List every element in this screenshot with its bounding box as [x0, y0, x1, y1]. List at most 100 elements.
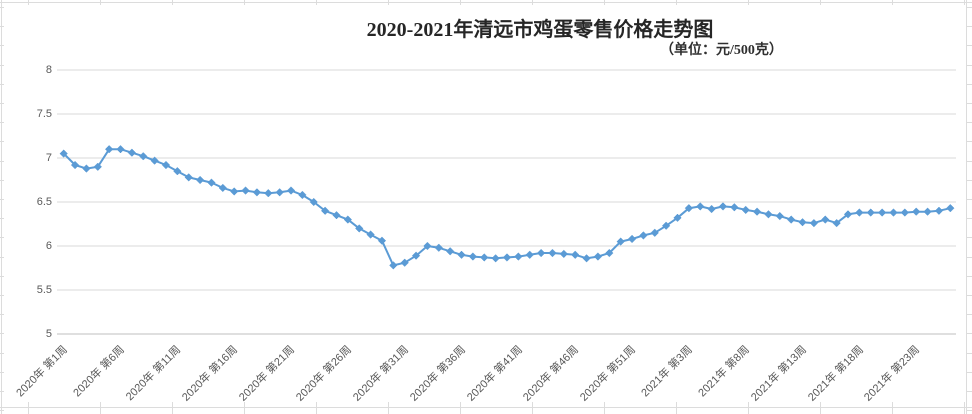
sheet-gridline — [532, 402, 533, 414]
data-point — [82, 164, 91, 173]
sheet-gridline — [676, 402, 677, 414]
data-point — [548, 248, 557, 258]
sheet-gridline — [0, 64, 4, 66]
data-point — [218, 183, 227, 193]
data-point — [764, 210, 773, 219]
data-point — [707, 204, 716, 214]
sheet-gridline — [966, 371, 972, 373]
sheet-gridline — [604, 402, 605, 414]
data-point — [923, 207, 932, 216]
sheet-gridline — [966, 314, 972, 316]
data-point — [161, 160, 171, 170]
sheet-gridline — [964, 0, 965, 5]
data-point — [150, 156, 159, 165]
sheet-gridline — [172, 0, 173, 5]
sheet-gridline — [748, 0, 749, 5]
data-point — [286, 186, 296, 195]
data-point — [104, 145, 114, 154]
data-point — [730, 203, 739, 212]
data-point — [355, 224, 364, 233]
sheet-gridline — [676, 0, 677, 5]
data-point — [389, 261, 398, 270]
sheet-gridline — [28, 0, 29, 5]
data-point — [70, 160, 80, 170]
data-point — [195, 175, 205, 185]
data-point — [446, 247, 455, 256]
sheet-gridline — [0, 103, 4, 104]
data-point — [525, 250, 534, 259]
data-point — [661, 221, 671, 230]
data-point — [93, 162, 102, 171]
data-point — [320, 206, 330, 215]
chart-unit-subtitle: （单位：元/500克） — [660, 43, 783, 58]
data-point — [616, 237, 625, 246]
sheet-gridline — [966, 83, 972, 85]
sheet-gridline — [1, 0, 2, 414]
sheet-gridline — [966, 352, 972, 354]
data-point — [423, 241, 432, 251]
data-point — [230, 187, 239, 196]
data-point — [787, 215, 796, 224]
data-point — [207, 178, 216, 187]
data-point — [536, 248, 546, 258]
sheet-gridline — [0, 295, 4, 296]
sheet-gridline — [966, 410, 972, 412]
data-point — [468, 252, 478, 261]
sheet-gridline — [966, 122, 972, 124]
data-point — [332, 211, 341, 220]
sheet-gridline — [0, 333, 4, 335]
sheet-gridline — [0, 83, 4, 85]
data-point — [946, 204, 955, 213]
data-point — [639, 231, 648, 240]
data-point — [696, 202, 705, 211]
data-point — [843, 210, 853, 219]
chart-title: 2020-2021年清远市鸡蛋零售价格走势图 — [366, 19, 714, 41]
sheet-gridline — [966, 7, 972, 8]
sheet-gridline — [0, 352, 4, 354]
sheet-gridline — [0, 391, 4, 392]
y-tick-label: 7 — [45, 152, 52, 164]
sheet-gridline — [966, 256, 972, 258]
y-tick-label: 6.5 — [36, 196, 52, 208]
sheet-gridline — [0, 314, 4, 316]
sheet-gridline — [460, 0, 461, 5]
price-series-line — [62, 148, 952, 267]
sheet-gridline — [966, 275, 972, 277]
data-point — [605, 248, 614, 258]
data-point — [571, 250, 580, 259]
sheet-gridline — [0, 2, 972, 3]
sheet-gridline — [966, 45, 972, 47]
data-point — [832, 218, 841, 228]
data-point — [559, 249, 568, 259]
data-point — [411, 251, 421, 260]
data-point — [252, 188, 262, 197]
data-point — [627, 234, 637, 244]
data-point — [184, 173, 193, 182]
data-point — [934, 206, 944, 215]
sheet-gridline — [0, 122, 4, 124]
sheet-gridline — [0, 371, 4, 373]
data-point — [855, 208, 864, 217]
sheet-gridline — [966, 295, 972, 296]
sheet-gridline — [748, 402, 749, 414]
sheet-gridline — [964, 402, 965, 414]
data-point — [400, 258, 409, 267]
sheet-gridline — [820, 402, 821, 414]
data-point — [343, 215, 353, 224]
sheet-gridline — [0, 160, 4, 162]
sheet-gridline — [966, 179, 972, 181]
sheet-gridline — [0, 410, 4, 412]
data-point — [582, 254, 591, 263]
sheet-gridline — [966, 199, 972, 200]
data-point — [275, 188, 284, 197]
y-tick-label: 5 — [45, 328, 52, 340]
sheet-gridline — [966, 160, 972, 162]
sheet-gridline — [100, 0, 101, 5]
data-point — [889, 208, 898, 217]
sheet-gridline — [0, 218, 4, 220]
sheet-gridline — [892, 402, 893, 414]
sheet-gridline — [0, 45, 4, 47]
sheet-gridline — [0, 26, 4, 28]
sheet-gridline — [966, 333, 972, 335]
